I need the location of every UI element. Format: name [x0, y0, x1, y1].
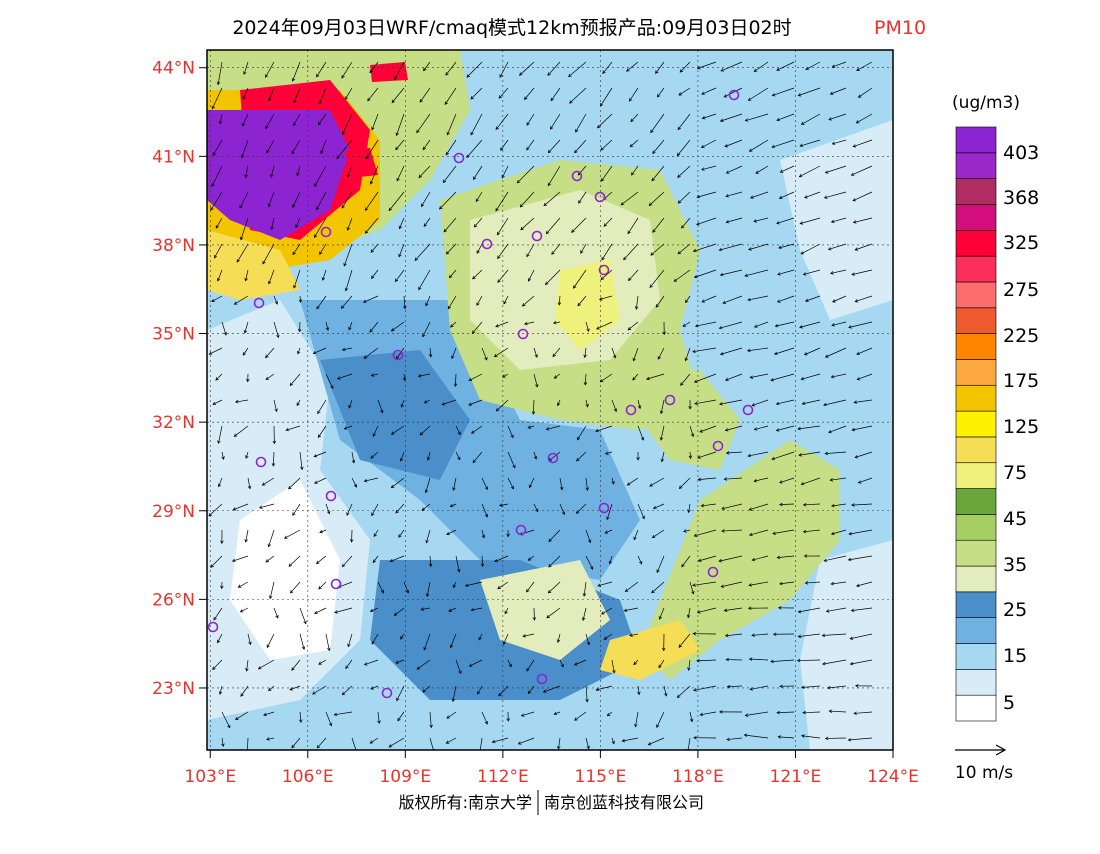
lat-label: 26°N: [152, 590, 195, 610]
colorbar-segment: [956, 204, 996, 230]
colorbar-label: 325: [1003, 232, 1039, 254]
colorbar-label: 403: [1003, 142, 1039, 164]
lon-label: 124°E: [867, 767, 919, 787]
colorbar-segment: [956, 489, 996, 515]
wind-arrow-head: [355, 751, 358, 754]
colorbar-segment: [956, 127, 996, 153]
figure-title: 2024年09月03日WRF/cmaq模式12km预报产品:09月03日02时: [232, 17, 791, 39]
colorbar-label: 35: [1003, 554, 1027, 576]
copyright-text: 版权所有:南京大学: [399, 793, 532, 812]
colorbar-segment: [956, 695, 996, 721]
concentration-map: [207, 50, 893, 756]
species-label: PM10: [874, 17, 926, 39]
colorbar-label: 368: [1003, 187, 1039, 209]
colorbar-segment: [956, 540, 996, 566]
colorbar-segment: [956, 463, 996, 489]
colorbar-segment: [956, 179, 996, 205]
lon-label: 106°E: [282, 767, 334, 787]
colorbar-label: 175: [1003, 370, 1039, 392]
colorbar-segment: [956, 618, 996, 644]
lat-label: 41°N: [152, 147, 195, 167]
colorbar-label: 25: [1003, 599, 1027, 621]
colorbar-segment: [956, 282, 996, 308]
colorbar-label: 125: [1003, 416, 1039, 438]
lat-label: 35°N: [152, 325, 195, 345]
colorbar-label: 275: [1003, 279, 1039, 301]
lon-label: 115°E: [575, 767, 627, 787]
colorbar-segment: [956, 334, 996, 360]
lat-label: 23°N: [152, 679, 195, 699]
company-text: 南京创蓝科技有限公司: [544, 793, 704, 812]
lon-label: 109°E: [379, 767, 431, 787]
colorbar-label: 225: [1003, 325, 1039, 347]
colorbar-segment: [956, 566, 996, 592]
colorbar-segment: [956, 153, 996, 179]
colorbar-segment: [956, 359, 996, 385]
lat-label: 44°N: [152, 59, 195, 79]
colorbar-segment: [956, 669, 996, 695]
colorbar-segment: [956, 592, 996, 618]
legend-unit: (ug/m3): [952, 93, 1020, 113]
lon-label: 112°E: [477, 767, 529, 787]
lon-label: 118°E: [672, 767, 724, 787]
colorbar-labels: 403 368 325 275 225 175 125 75 45 35 25 15 5: [1003, 142, 1039, 714]
colorbar-segment: [956, 437, 996, 463]
lon-label: 103°E: [184, 767, 236, 787]
colorbar-segment: [956, 385, 996, 411]
longitude-labels: 103°E 106°E 109°E 112°E 115°E 118°E 121°E 124°E: [184, 750, 918, 787]
colorbar-label: 15: [1003, 645, 1027, 667]
lon-label: 121°E: [770, 767, 822, 787]
colorbar-segment: [956, 411, 996, 437]
colorbar-segment: [956, 644, 996, 670]
colorbar: [956, 127, 996, 721]
colorbar-segment: [956, 514, 996, 540]
wind-reference-label: 10 m/s: [955, 763, 1013, 783]
lat-label: 29°N: [152, 502, 195, 522]
colorbar-segment: [956, 230, 996, 256]
colorbar-label: 45: [1003, 508, 1027, 530]
lat-label: 32°N: [152, 413, 195, 433]
wind-arrow-head: [246, 753, 249, 756]
colorbar-segment: [956, 256, 996, 282]
wind-reference-arrow: [955, 745, 1005, 755]
latitude-labels: 44°N 41°N 38°N 35°N 32°N 29°N 26°N 23°N: [152, 59, 207, 699]
colorbar-segment: [956, 308, 996, 334]
lat-label: 38°N: [152, 236, 195, 256]
colorbar-label: 75: [1003, 462, 1027, 484]
colorbar-label: 5: [1003, 692, 1015, 714]
